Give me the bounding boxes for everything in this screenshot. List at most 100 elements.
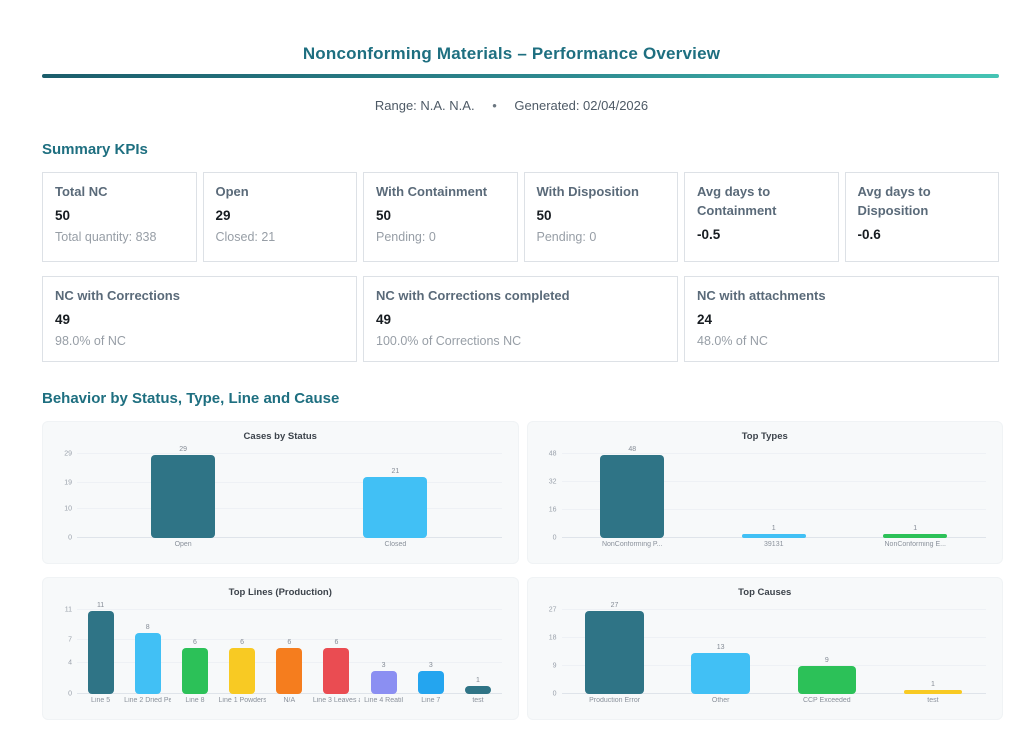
kpi-subtext: Total quantity: 838 [55,229,157,244]
bar-column: 21 [289,446,501,538]
bar-value-label: 27 [610,601,619,609]
kpi-card-nc-with-attachments: NC with attachments 24 48.0% of NC [684,275,999,362]
kpi-row-2: NC with Corrections 49 98.0% of NC NC wi… [42,275,999,362]
bar-column: 11 [77,602,124,694]
bar [134,632,161,694]
y-axis-tick: 10 [64,505,72,513]
kpi-card-with-disposition: With Disposition 50 Pending: 0 [523,172,678,262]
chart-title: Cases by Status [243,430,317,442]
bar-column: 6 [266,602,313,694]
report-meta: Range: N.A. N.A. • Generated: 02/04/2026 [0,98,1023,113]
kpi-subtext: 100.0% of Corrections NC [376,333,522,348]
x-axis-label: CCP Exceeded [802,696,851,704]
bar-value-label: 48 [628,445,637,453]
bars-container: 11 8 6 6 6 6 3 3 1 [77,602,502,694]
gridline [77,481,502,483]
x-axis-label: NonConforming P... [601,540,663,548]
bullet-separator: • [492,98,497,113]
gridline [561,480,986,482]
y-axis-tick: 9 [552,662,557,670]
x-axis-label: Line 1 Powders [218,696,266,704]
charts-grid: Cases by Status 0 10 19 29 29 21 Open Closed T… [42,420,1003,720]
kpi-subtext: Pending: 0 [376,229,436,244]
kpi-label: Avg days to Disposition [857,184,931,218]
kpi-label: With Containment [376,184,488,199]
bar [741,533,806,538]
bar [691,653,750,694]
bar [464,686,491,694]
x-axis-label: Line 7 [421,696,441,704]
kpi-value: -0.6 [857,226,881,242]
x-axis-label: N/A [283,696,296,704]
x-axis-label: NonConforming E... [884,540,946,548]
bar-value-label: 11 [96,601,105,609]
bar-column: 8 [124,602,171,694]
y-axis-tick: 0 [68,534,72,542]
y-axis-tick: 48 [548,450,557,458]
chart-plot-area: 0 16 32 48 48 1 1 [549,446,987,541]
gridline [561,692,986,694]
y-axis-tick: 0 [552,534,557,542]
bar-column: 13 [668,602,774,694]
bar-column: 3 [360,602,407,694]
generated-text: Generated: 02/04/2026 [514,98,649,113]
bar [417,670,444,694]
kpi-value: 24 [697,311,713,327]
kpi-card-avg-days-disposition: Avg days to Disposition -0.6 [844,172,999,262]
bars-container: 27 13 9 1 [562,602,987,694]
chart-top-causes: Top Causes 0 9 18 27 27 13 9 1 Production Error… [526,576,1003,720]
kpi-card-nc-corrections-completed: NC with Corrections completed 49 100.0% … [363,275,678,362]
x-axis-label: Line 2 Dried Pe... [124,696,172,704]
bar-value-label: 3 [428,661,433,669]
chart-plot-area: 0 10 19 29 29 21 [64,445,502,541]
kpi-card-avg-days-containment: Avg days to Containment -0.5 [684,172,839,262]
kpi-row-1: Total NC 50 Total quantity: 838 Open 29 … [42,172,999,262]
y-axis-tick: 0 [552,690,557,698]
bar [363,477,428,538]
kpi-value: 50 [55,207,71,223]
kpi-subtext: 48.0% of NC [697,333,768,348]
kpi-label: Open [215,184,249,199]
bar [600,454,665,538]
bar-column: 27 [562,602,668,694]
gridline [77,536,502,538]
gridline [77,453,502,455]
bar-value-label: 21 [391,468,400,476]
page-title: Nonconforming Materials – Performance Ov… [302,44,721,63]
bar [151,454,216,538]
chart-plot-area: 0 4 7 11 11 8 6 6 6 6 3 3 1 [65,602,502,697]
bar-value-label: 1 [771,524,776,532]
section-heading-behavior: Behavior by Status, Type, Line and Cause [42,389,340,407]
kpi-subtext: 98.0% of NC [55,333,126,348]
y-axis-tick: 16 [548,506,557,514]
y-axis-tick: 7 [68,636,72,644]
kpi-value: -0.5 [697,226,721,242]
x-axis-label: Open [174,540,192,548]
kpi-card-with-containment: With Containment 50 Pending: 0 [363,172,518,262]
bar-column: 48 [562,446,704,538]
bar-value-label: 6 [240,639,245,647]
y-axis-tick: 27 [548,606,557,614]
gridline [561,508,986,510]
y-axis-tick: 18 [548,634,557,642]
y-axis-tick: 19 [64,479,72,487]
bar-value-label: 1 [913,524,918,532]
section-heading-summary-kpis: Summary KPIs [42,141,148,158]
bar-value-label: 6 [192,639,197,647]
bar-column: 3 [407,602,454,694]
gridline [77,507,502,509]
bar-column: 6 [171,602,218,694]
kpi-value: 29 [215,207,231,223]
kpi-label: NC with Corrections [55,287,180,303]
bar [883,533,948,538]
kpi-card-nc-with-corrections: NC with Corrections 49 98.0% of NC [42,275,357,362]
gridline [561,453,986,455]
bar-column: 1 [880,602,986,694]
bars-container: 48 1 1 [562,446,987,538]
bar [797,665,857,694]
bar [323,648,350,694]
chart-title: Top Types [741,430,788,442]
bar-value-label: 29 [179,445,188,453]
gridline [77,639,502,641]
